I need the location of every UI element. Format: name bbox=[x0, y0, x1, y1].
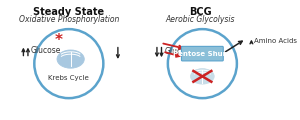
Text: Krebs Cycle: Krebs Cycle bbox=[49, 75, 89, 81]
Text: Aerobic Glycolysis: Aerobic Glycolysis bbox=[166, 15, 235, 24]
Text: Glucose: Glucose bbox=[164, 47, 195, 56]
Ellipse shape bbox=[190, 69, 214, 84]
FancyBboxPatch shape bbox=[182, 46, 223, 61]
Text: *: * bbox=[55, 33, 62, 48]
Text: Glucose: Glucose bbox=[31, 46, 61, 55]
Text: Oxidative Phosphorylation: Oxidative Phosphorylation bbox=[19, 15, 119, 24]
Text: Steady State: Steady State bbox=[33, 7, 104, 17]
Text: Amino Acids: Amino Acids bbox=[254, 38, 297, 44]
Text: BCG: BCG bbox=[189, 7, 212, 17]
Text: Pentose Shunt: Pentose Shunt bbox=[173, 51, 231, 57]
Ellipse shape bbox=[57, 50, 84, 68]
